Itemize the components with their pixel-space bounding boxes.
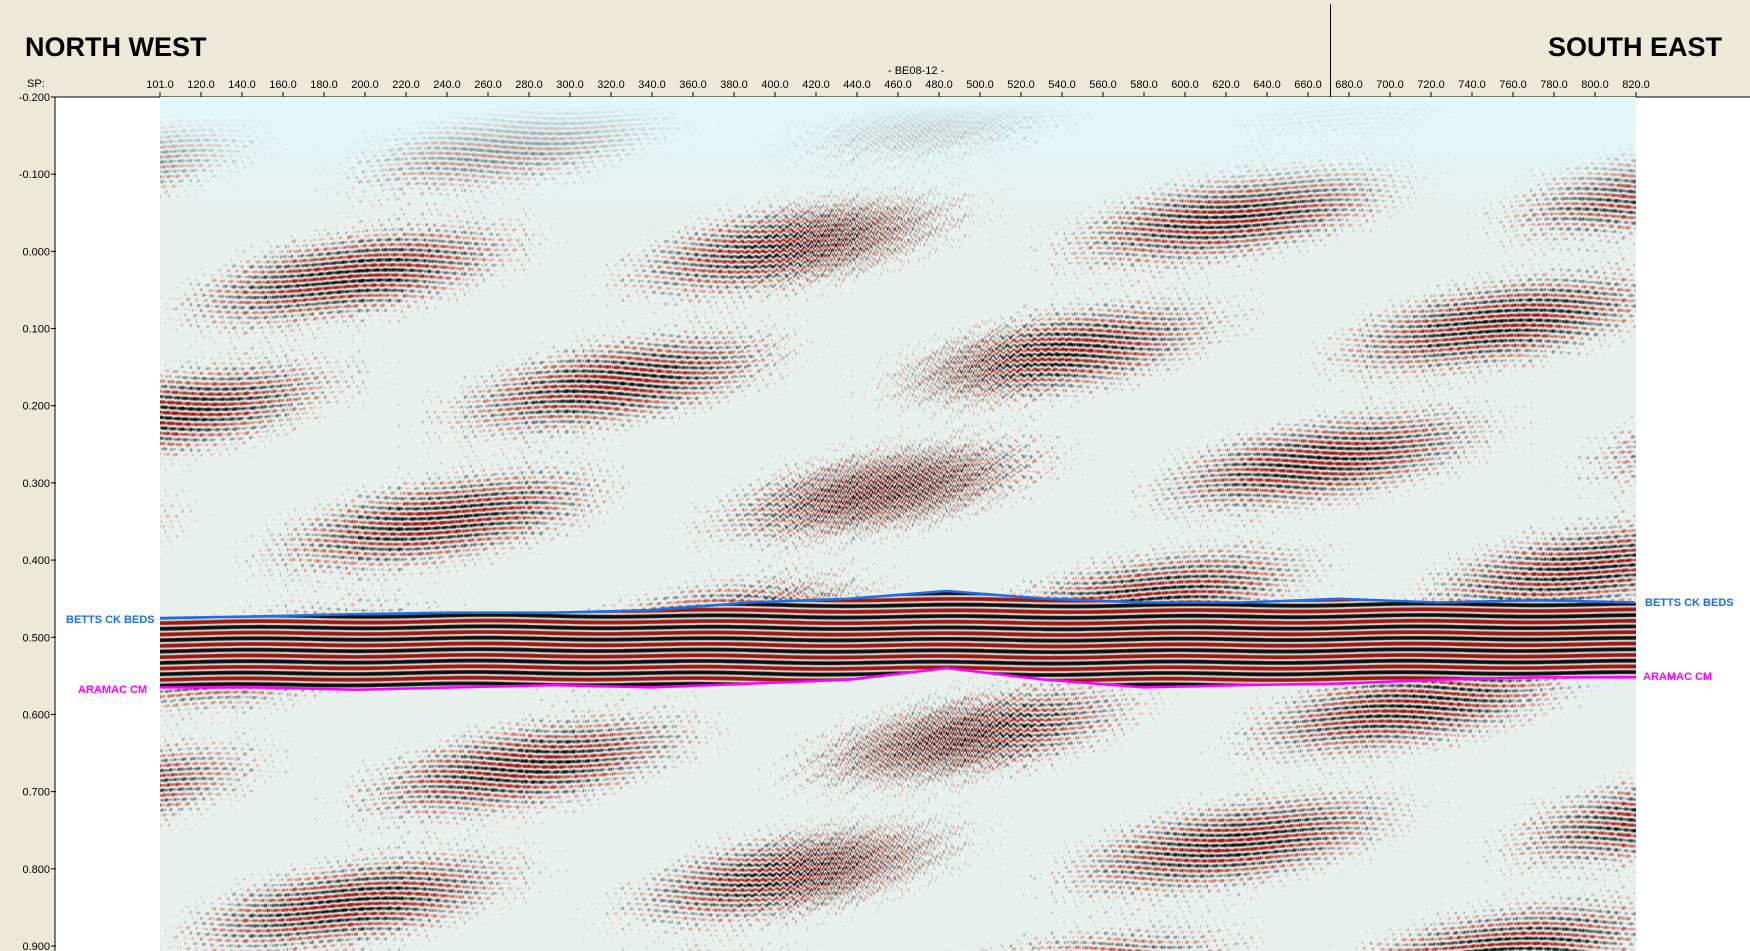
shotpoint-tick-label: 740.0 (1458, 79, 1486, 91)
shotpoint-tick-label: 280.0 (515, 79, 543, 91)
horizon-label-betts-left: BETTS CK BEDS (66, 614, 155, 626)
time-tick-label: 0.900 (22, 941, 50, 951)
shotpoint-tick-label: 180.0 (310, 79, 338, 91)
seismic-amplitude-image (160, 97, 1636, 951)
shotpoint-tick-label: 480.0 (925, 79, 953, 91)
shotpoint-tick-label: 460.0 (884, 79, 912, 91)
shotpoint-axis-label: SP: (27, 78, 45, 90)
time-tick-label: 0.600 (22, 709, 50, 721)
horizon-line-aramac (160, 666, 1635, 692)
shotpoint-tick-label: 780.0 (1540, 79, 1568, 91)
time-tick-label: -0.200 (19, 92, 50, 104)
header-panel (0, 0, 1750, 97)
shotpoint-tick-label: 500.0 (966, 79, 994, 91)
time-tick-label: 0.200 (22, 401, 50, 413)
horizon-label-betts-right: BETTS CK BEDS (1645, 597, 1734, 609)
seismic-section[interactable] (160, 97, 1636, 951)
time-tick-label: 0.500 (22, 632, 50, 644)
time-tick-label: 0.100 (22, 324, 50, 336)
shotpoint-tick-label: 140.0 (228, 79, 256, 91)
shotpoint-tick-label: 101.0 (146, 79, 174, 91)
horizon-label-aramac-left: ARAMAC CM (78, 684, 148, 696)
shotpoint-tick-label: 160.0 (269, 79, 297, 91)
shotpoint-tick-label: 260.0 (474, 79, 502, 91)
shotpoint-tick-label: 760.0 (1499, 79, 1527, 91)
header-divider (1330, 4, 1331, 97)
horizon-overlay (160, 589, 1636, 692)
shotpoint-tick-label: 240.0 (433, 79, 461, 91)
shotpoint-tick-label: 680.0 (1335, 79, 1363, 91)
shotpoint-tick-label: 620.0 (1212, 79, 1240, 91)
time-tick-label: 0.000 (22, 246, 50, 258)
shotpoint-tick-label: 300.0 (556, 79, 584, 91)
shotpoint-tick-label: 380.0 (720, 79, 748, 91)
shotpoint-tick-label: 600.0 (1171, 79, 1199, 91)
shotpoint-tick-label: 560.0 (1089, 79, 1117, 91)
shotpoint-tick-label: 540.0 (1048, 79, 1076, 91)
shotpoint-tick-label: 440.0 (843, 79, 871, 91)
shotpoint-tick-label: 720.0 (1417, 79, 1445, 91)
seismic-line-name: - BE08-12 - (888, 65, 945, 77)
shotpoint-tick-label: 640.0 (1253, 79, 1281, 91)
time-tick-label: 0.300 (22, 478, 50, 490)
time-tick-label: 0.700 (22, 787, 50, 799)
shotpoint-tick-label: 700.0 (1376, 79, 1404, 91)
direction-label-southeast: SOUTH EAST (1547, 32, 1722, 62)
shotpoint-tick-label: 360.0 (679, 79, 707, 91)
direction-label-northwest: NORTH WEST (25, 32, 207, 62)
shotpoint-tick-label: 800.0 (1581, 79, 1609, 91)
shotpoint-tick-label: 220.0 (392, 79, 420, 91)
shotpoint-axis: 101.0 120.0 140.0 160.0 180.0 200.0 220.0 240.0… (55, 79, 1750, 98)
shotpoint-tick-label: 200.0 (351, 79, 379, 91)
shotpoint-tick-label: 120.0 (187, 79, 215, 91)
shotpoint-tick-label: 520.0 (1007, 79, 1035, 91)
time-tick-label: -0.100 (19, 169, 50, 181)
time-axis-panel (0, 97, 55, 951)
horizon-label-aramac-right: ARAMAC CM (1643, 671, 1713, 683)
horizon-line-betts (160, 589, 1636, 620)
time-tick-label: 0.400 (22, 555, 50, 567)
shotpoint-tick-label: 820.0 (1622, 79, 1650, 91)
shotpoint-tick-label: 420.0 (802, 79, 830, 91)
shotpoint-tick-label: 340.0 (638, 79, 666, 91)
shotpoint-tick-label: 580.0 (1130, 79, 1158, 91)
shotpoint-tick-label: 400.0 (761, 79, 789, 91)
time-axis: -0.200 -0.100 0.000 0.100 0.200 0.300 0.400 0.5… (19, 92, 56, 951)
shotpoint-tick-label: 320.0 (597, 79, 625, 91)
shotpoint-tick-label: 660.0 (1294, 79, 1322, 91)
time-tick-label: 0.800 (22, 864, 50, 876)
